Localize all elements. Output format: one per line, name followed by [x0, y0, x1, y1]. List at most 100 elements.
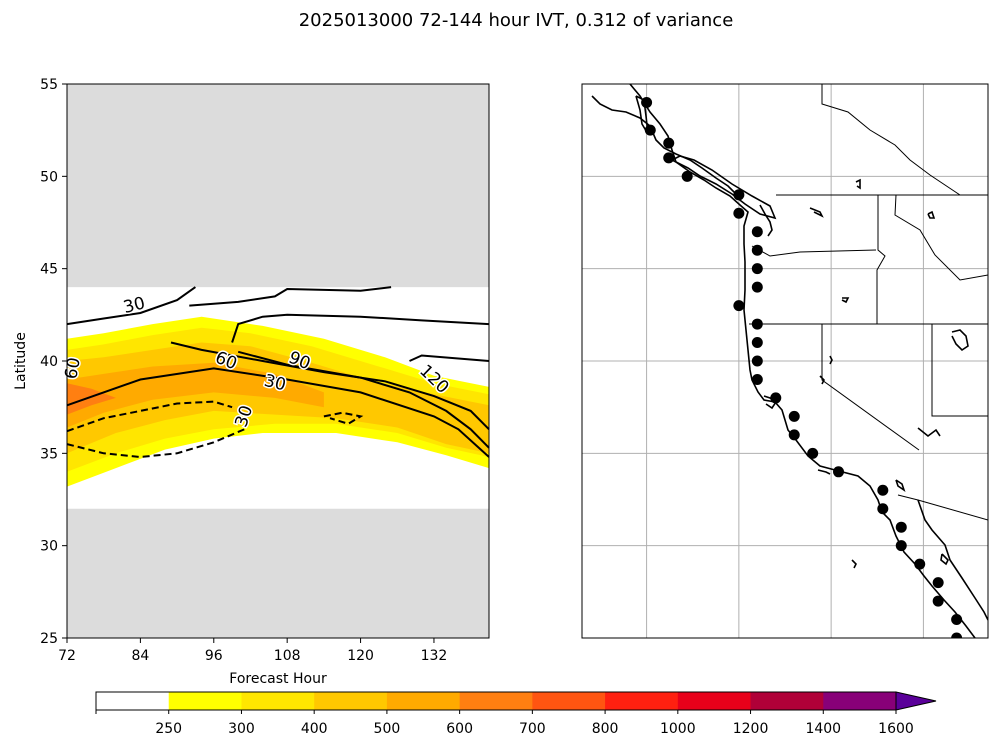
filled-contour-4 [67, 383, 116, 415]
idaho-montana-border [894, 194, 988, 281]
station-marker-19 [807, 447, 819, 459]
station-marker-25 [914, 558, 926, 570]
contour-line-1 [231, 313, 490, 343]
colorbar-tick-label-0: 250 [155, 721, 182, 737]
station-marker-20 [833, 466, 845, 478]
contour-line-2 [189, 286, 392, 307]
y-tick-label-2: 35 [40, 446, 58, 462]
station-marker-9 [751, 263, 763, 275]
channel-islands [817, 469, 831, 475]
lake-tahoe-shape [819, 375, 825, 385]
colorbar-tick-label-2: 400 [301, 721, 328, 737]
colorbar-tick-label-5: 700 [519, 721, 546, 737]
colorbar-tick-label-3: 500 [374, 721, 401, 737]
station-marker-7 [751, 226, 763, 238]
wa-lake [809, 207, 824, 218]
station-marker-6 [733, 207, 745, 219]
montana-lake [855, 178, 861, 190]
colorbar-segment-6 [532, 692, 606, 710]
colorbar-tick-label-4: 600 [446, 721, 473, 737]
masked-region-0 [67, 508, 489, 638]
colorbar-tick-label-1: 300 [228, 721, 255, 737]
contour-label-1: 60 [61, 356, 84, 381]
y-axis-label: Latitude [13, 332, 29, 390]
station-marker-1 [644, 124, 656, 136]
contour-line-3 [66, 367, 490, 458]
station-marker-16 [770, 392, 782, 404]
contour-line-0 [66, 286, 196, 326]
x-axis-label: Forecast Hour [229, 671, 327, 687]
colorado-river-lake [917, 427, 941, 438]
x-tick-label-2: 96 [205, 648, 223, 664]
x-tick-label-5: 132 [421, 648, 448, 664]
station-marker-13 [751, 337, 763, 349]
contour-line-9 [323, 411, 364, 425]
station-marker-5 [733, 189, 745, 201]
y-tick-label-5: 50 [40, 169, 58, 185]
map-frame [581, 83, 989, 639]
station-marker-4 [681, 170, 693, 182]
colorbar-extend-arrow [895, 691, 937, 711]
y-tick-label-3: 40 [40, 354, 58, 370]
colorbar-segment-2 [241, 692, 315, 710]
nevada-lake [829, 355, 833, 365]
mexico-islands [851, 559, 857, 569]
station-marker-24 [895, 540, 907, 552]
station-marker-12 [751, 318, 763, 330]
tiburon-island [940, 553, 949, 566]
colorbar-segment-10 [823, 692, 897, 710]
station-marker-21 [877, 484, 889, 496]
great-salt-lake [951, 329, 969, 352]
colorbar-frame [95, 691, 897, 711]
x-tick-label-1: 84 [131, 648, 149, 664]
station-marker-22 [877, 503, 889, 515]
colorbar-segment-8 [677, 692, 752, 710]
y-tick-label-1: 30 [40, 539, 58, 555]
idaho-lake [927, 210, 936, 219]
bc-alberta-border [821, 84, 961, 196]
nevada-west-border [821, 324, 920, 451]
colorbar-segment-9 [750, 692, 824, 710]
station-marker-27 [932, 595, 944, 607]
station-marker-10 [751, 281, 763, 293]
station-marker-8 [751, 244, 763, 256]
x-tick-label-0: 72 [58, 648, 76, 664]
contour-line-8 [66, 428, 245, 459]
station-marker-15 [751, 373, 763, 385]
nevada-arizona-border [931, 324, 988, 417]
station-marker-2 [663, 137, 675, 149]
colorbar-segment-0 [96, 692, 170, 710]
y-tick-label-0: 25 [40, 631, 58, 647]
colorbar: 250 300 400 500 600 700 800 1000 1200 1400 1600 [95, 691, 937, 737]
colorbar-segment-5 [459, 692, 533, 710]
salton-sea [895, 479, 906, 492]
colorbar-tick-label-6: 800 [592, 721, 619, 737]
colorbar-segment-3 [314, 692, 388, 710]
idaho-west-border [876, 195, 886, 324]
vancouver-island [671, 155, 777, 220]
y-tick-label-4: 45 [40, 262, 58, 278]
station-marker-11 [733, 300, 745, 312]
colorbar-segment-1 [168, 692, 242, 710]
filled-contour-3 [67, 362, 324, 428]
station-marker-23 [895, 521, 907, 533]
state-borders [749, 84, 988, 521]
contour-line-6 [409, 354, 490, 362]
masked-region-1 [67, 84, 489, 288]
colorbar-tick-label-7: 1000 [660, 721, 696, 737]
colorbar-tick-label-9: 1400 [805, 721, 841, 737]
y-tick-label-6: 55 [40, 77, 58, 93]
colorbar-tick-label-8: 1200 [733, 721, 769, 737]
station-marker-26 [932, 577, 944, 589]
station-marker-0 [641, 96, 653, 108]
colorbar-segment-4 [386, 692, 461, 710]
station-marker-18 [788, 429, 800, 441]
station-marker-28 [951, 614, 963, 626]
station-marker-17 [788, 410, 800, 422]
figure-title: 2025013000 72-144 hour IVT, 0.312 of var… [299, 10, 734, 31]
x-tick-label-4: 120 [347, 648, 374, 664]
station-marker-14 [751, 355, 763, 367]
colorbar-tick-label-10: 1600 [878, 721, 914, 737]
